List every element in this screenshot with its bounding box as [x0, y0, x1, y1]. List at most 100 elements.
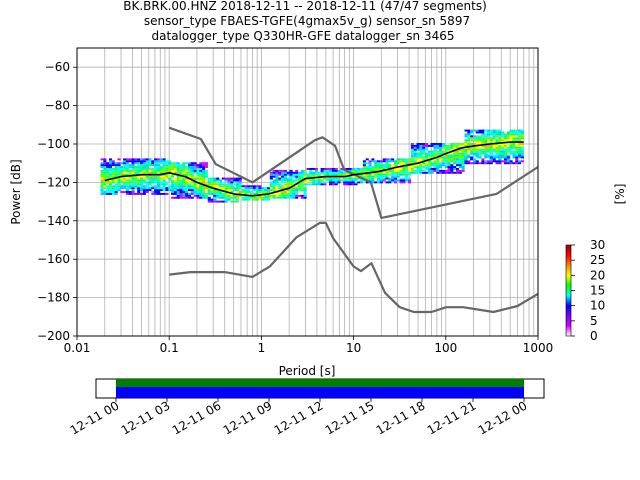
density-cell	[283, 177, 287, 180]
density-cell	[176, 177, 180, 180]
density-cell	[182, 192, 186, 195]
density-cell	[159, 181, 163, 184]
density-cell	[427, 169, 431, 172]
density-cell	[503, 139, 507, 142]
density-cell	[137, 191, 141, 193]
density-cell	[156, 168, 160, 170]
density-cell	[467, 141, 471, 144]
density-cell	[283, 189, 287, 192]
density-cell	[103, 162, 107, 165]
density-cell	[230, 181, 234, 184]
density-cell	[416, 160, 420, 163]
density-cell	[137, 179, 141, 182]
density-cell	[230, 196, 234, 199]
density-cell	[337, 179, 341, 182]
density-cell	[100, 189, 104, 192]
density-cell	[289, 191, 293, 193]
density-cell	[399, 160, 403, 163]
density-cell	[458, 143, 462, 145]
density-cell	[295, 177, 299, 180]
density-cell	[478, 154, 482, 157]
density-cell	[484, 141, 488, 144]
density-cell	[159, 189, 163, 192]
density-cell	[244, 187, 248, 190]
density-cell	[120, 181, 124, 184]
density-cell	[433, 146, 437, 149]
density-cell	[461, 143, 465, 145]
density-cell	[193, 162, 197, 165]
density-cell	[187, 164, 192, 167]
density-cell	[461, 144, 465, 147]
density-cell	[179, 175, 183, 178]
density-cell	[447, 148, 451, 151]
density-cell	[391, 171, 395, 174]
density-cell	[405, 160, 409, 163]
density-cell	[145, 164, 149, 167]
density-cell	[142, 158, 146, 161]
density-cell	[345, 181, 350, 184]
density-cell	[156, 181, 160, 184]
density-cell	[467, 156, 471, 159]
density-cell	[269, 177, 273, 180]
density-cell	[125, 173, 129, 176]
density-cell	[221, 200, 225, 203]
density-cell	[131, 158, 135, 161]
density-cell	[365, 162, 369, 165]
density-cell	[456, 152, 460, 155]
density-cell	[506, 162, 510, 165]
density-cell	[131, 191, 135, 193]
density-cell	[509, 131, 513, 134]
timeline-tick-label: 12-11 00	[68, 398, 122, 437]
density-cell	[266, 198, 271, 201]
density-cell	[235, 187, 239, 190]
density-cell	[439, 166, 443, 168]
density-cell	[269, 194, 273, 197]
density-cell	[501, 135, 505, 138]
density-cell	[393, 173, 397, 176]
density-cell	[182, 194, 186, 197]
density-cell	[498, 133, 502, 136]
density-cell	[515, 156, 519, 159]
density-cell	[501, 146, 505, 149]
density-cell	[447, 154, 451, 157]
density-cell	[131, 160, 135, 163]
density-cell	[340, 169, 344, 172]
density-cell	[439, 146, 443, 149]
density-cell	[111, 168, 115, 170]
density-cell	[518, 139, 522, 142]
density-cell	[278, 187, 282, 190]
density-cell	[456, 162, 460, 165]
density-cell	[489, 158, 493, 161]
density-cell	[235, 183, 239, 186]
density-cell	[464, 143, 468, 145]
density-cell	[173, 179, 177, 182]
density-cell	[312, 181, 316, 184]
density-cell	[255, 196, 259, 199]
density-cell	[492, 148, 496, 151]
density-cell	[199, 181, 203, 184]
density-cell	[202, 181, 206, 184]
density-cell	[162, 185, 166, 188]
density-cell	[210, 183, 214, 186]
density-cell	[230, 194, 234, 197]
density-cell	[329, 181, 333, 184]
density-cell	[427, 154, 431, 157]
density-cell	[487, 150, 491, 153]
density-cell	[360, 173, 364, 176]
density-cell	[278, 194, 282, 197]
density-cell	[148, 164, 152, 167]
density-cell	[196, 179, 200, 182]
density-cell	[385, 166, 389, 168]
density-cell	[123, 164, 127, 167]
density-cell	[179, 171, 183, 174]
density-cell	[159, 192, 163, 195]
density-cell	[467, 160, 471, 163]
density-cell	[439, 148, 443, 151]
density-cell	[199, 185, 203, 188]
density-cell	[295, 169, 299, 172]
density-cell	[114, 173, 118, 176]
density-cell	[422, 144, 426, 147]
density-cell	[165, 175, 169, 178]
density-cell	[472, 158, 476, 161]
